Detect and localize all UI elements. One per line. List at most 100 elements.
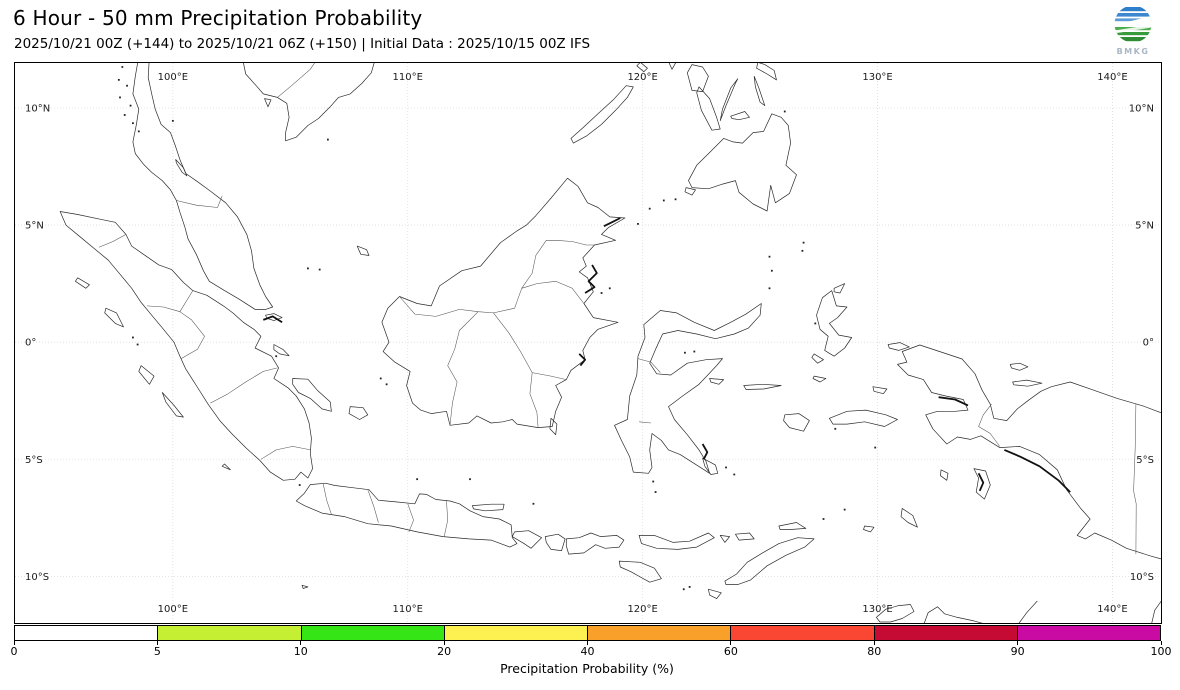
map-shape-papua [897, 344, 1161, 560]
island-dot [637, 222, 639, 225]
island-dot [814, 322, 817, 325]
colorbar-segment [443, 626, 587, 640]
map-shape-kalsel-kaltim-border [532, 372, 567, 380]
colorbar-tick [1160, 641, 1162, 645]
island-dot [652, 480, 655, 483]
colorbar-tick-label: 5 [153, 645, 161, 658]
lon-label-bottom: 130°E [862, 604, 892, 615]
colorbar-segment [157, 626, 301, 640]
island-dot [416, 478, 419, 481]
island-dot [770, 269, 773, 272]
map-shape-sulsel-border [639, 421, 651, 424]
island-dot [682, 588, 685, 591]
map-shape-bacan [811, 353, 824, 364]
map-shape-lingga [273, 344, 290, 357]
map-shape-nias [104, 307, 124, 328]
island-dot [532, 502, 535, 505]
island-dot [126, 84, 128, 87]
map-shape-papua-south-coast-detail [1004, 449, 1071, 493]
lat-label-left: 10°N [25, 103, 50, 114]
island-dot [132, 122, 134, 125]
island-dot [307, 267, 309, 270]
island-dot [123, 114, 126, 116]
colorbar-tick [156, 641, 158, 645]
colorbar-tick [873, 641, 875, 645]
map-shape-jateng-diy-border [407, 503, 414, 533]
island-dot [874, 446, 877, 449]
island-dot [802, 241, 805, 244]
map-shape-jabar-jateng-border [367, 489, 379, 523]
page-title: 6 Hour - 50 mm Precipitation Probability [13, 6, 423, 30]
map-shape-arnhem-coast [923, 606, 983, 623]
colorbar-title: Precipitation Probability (%) [500, 661, 674, 676]
colorbar-tick [443, 641, 445, 645]
colorbar-tick-label: 20 [437, 645, 452, 658]
map-shape-sumbawa [565, 532, 625, 555]
map-shape-banggai [709, 378, 725, 385]
colorbar-tick-label: 0 [10, 645, 18, 658]
map-shape-bangka [292, 378, 332, 412]
island-dot [693, 350, 696, 353]
map-shape-morotai [833, 283, 846, 294]
island-dot [768, 287, 771, 290]
map-shape-panay [686, 64, 709, 92]
colorbar-segment [15, 626, 158, 640]
lon-label-bottom: 140°E [1097, 604, 1127, 615]
lon-label-top: 120°E [627, 72, 657, 83]
island-dot [171, 119, 174, 122]
colorbar-tick-label: 10 [293, 645, 308, 658]
map-shape-borneo [381, 177, 626, 428]
map-shape-enggano [221, 463, 231, 471]
map-shape-jateng-jatim-border [443, 500, 448, 537]
map-shape-png-border-141e [1133, 403, 1137, 555]
map-shape-buru [783, 413, 810, 432]
colorbar-tick-label: 40 [580, 645, 595, 658]
lon-label-bottom: 100°E [158, 604, 188, 615]
map-shape-simeulue [75, 277, 90, 289]
colorbar [14, 625, 1161, 641]
lat-label-right: 0° [1143, 338, 1154, 349]
map-shape-cape-york [1151, 600, 1161, 623]
map-shape-negros [696, 86, 721, 131]
island-dot [725, 466, 727, 469]
island-dot [654, 491, 657, 493]
island-dot [834, 427, 837, 430]
colorbar-tick [300, 641, 302, 645]
map-shape-melville [876, 604, 915, 623]
map-shape-jambi-border [210, 367, 278, 404]
lat-label-right: 5°S [1136, 455, 1154, 466]
island-dot [801, 249, 804, 252]
island-dot [674, 198, 677, 201]
map-shape-riau-islands-detail [262, 315, 283, 324]
map-shape-kaltara-border [521, 281, 585, 304]
map-shape-mahakam-delta-detail [578, 353, 586, 367]
colorbar-tick [587, 641, 588, 645]
map-shape-banten-border [322, 483, 332, 515]
map-shape-kai [940, 469, 949, 481]
map-shape-leyte [753, 75, 766, 106]
map-shape-solor-lembata [719, 535, 730, 543]
map-shape-misool [872, 386, 888, 395]
map-shape-halmahera [816, 290, 853, 357]
island-dot [688, 586, 691, 588]
island-dot [843, 508, 846, 511]
island-dot [136, 343, 139, 346]
colorbar-segment [1016, 626, 1160, 640]
map-shape-timor [724, 537, 815, 585]
map-shape-samar [756, 63, 777, 81]
island-dot [117, 78, 120, 81]
map-shape-lampung-border [260, 446, 311, 460]
map-shape-papua-province-border [978, 404, 1000, 447]
colorbar-tick-label: 100 [1150, 645, 1172, 658]
map-shape-wetar [778, 522, 807, 530]
map-shape-aceh-sumut-border [98, 234, 127, 248]
map-shape-pagai [161, 392, 184, 418]
map-shape-sumbar-riau-border [179, 311, 205, 359]
lat-label-right: 5°N [1135, 221, 1154, 232]
island-dot [379, 377, 382, 380]
map-shape-sumba [618, 560, 662, 583]
lon-label-top: 100°E [158, 72, 188, 83]
colorbar-tick [1017, 641, 1019, 645]
island-dot [662, 199, 665, 202]
